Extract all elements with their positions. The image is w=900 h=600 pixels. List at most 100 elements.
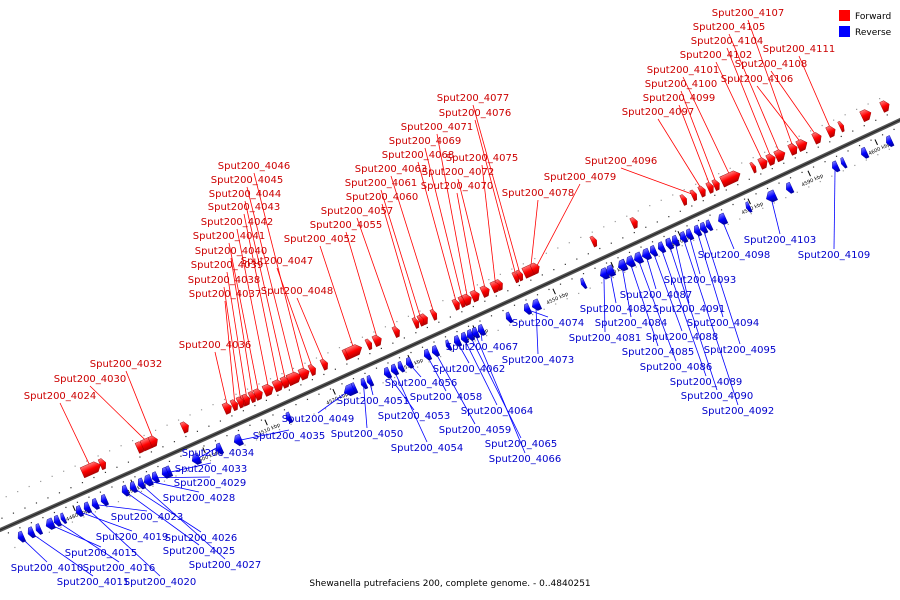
reverse-gene-label[interactable]: Sput200_4035 xyxy=(253,431,326,442)
forward-gene-label[interactable]: Sput200_4060 xyxy=(346,192,419,203)
reverse-gene-label[interactable]: Sput200_4026 xyxy=(165,533,238,544)
reverse-gene-label[interactable]: Sput200_4023 xyxy=(111,512,184,523)
reverse-gene-label[interactable]: Sput200_4093 xyxy=(664,275,737,286)
reverse-gene-label[interactable]: Sput200_4074 xyxy=(512,318,585,329)
reverse-gene-label[interactable]: Sput200_4089 xyxy=(670,377,743,388)
reverse-gene-label[interactable]: Sput200_4016 xyxy=(83,563,156,574)
forward-gene-label[interactable]: Sput200_4068 xyxy=(382,150,455,161)
kbp-tick-mark xyxy=(552,288,556,295)
forward-gene-label[interactable]: Sput200_4108 xyxy=(735,59,808,70)
forward-gene-label[interactable]: Sput200_4101 xyxy=(647,65,720,76)
minor-tick xyxy=(231,415,233,417)
forward-gene-label[interactable]: Sput200_4105 xyxy=(693,22,766,33)
reverse-gene-label[interactable]: Sput200_4025 xyxy=(163,546,236,557)
forward-gene-label[interactable]: Sput200_4046 xyxy=(218,161,291,172)
forward-gene-label[interactable]: Sput200_4055 xyxy=(310,220,383,231)
forward-gene-label[interactable]: Sput200_4071 xyxy=(401,122,474,133)
forward-gene-label[interactable]: Sput200_4061 xyxy=(345,178,418,189)
reverse-gene-label[interactable]: Sput200_4033 xyxy=(175,464,248,475)
forward-gene-label[interactable]: Sput200_4100 xyxy=(645,79,718,90)
forward-gene-label[interactable]: Sput200_4057 xyxy=(321,206,394,217)
minor-tick xyxy=(628,251,631,254)
reverse-gene-label[interactable]: Sput200_4085 xyxy=(622,347,695,358)
reverse-gene-label[interactable]: Sput200_4066 xyxy=(489,454,562,465)
reverse-gene-label[interactable]: Sput200_4058 xyxy=(410,392,483,403)
forward-gene-label[interactable]: Sput200_4045 xyxy=(211,175,284,186)
forward-gene-label[interactable]: Sput200_4044 xyxy=(209,189,282,200)
reverse-gene-label[interactable]: Sput200_4091 xyxy=(653,304,726,315)
forward-gene-label[interactable]: Sput200_4099 xyxy=(643,93,716,104)
reverse-gene-label[interactable]: Sput200_4109 xyxy=(798,250,871,261)
reverse-gene-label[interactable]: Sput200_4034 xyxy=(182,448,255,459)
forward-gene-label[interactable]: Sput200_4106 xyxy=(721,74,794,85)
reverse-gene-label[interactable]: Sput200_4029 xyxy=(174,478,247,489)
minor-tick xyxy=(295,404,297,406)
reverse-gene-label[interactable]: Sput200_4082 xyxy=(580,304,653,315)
reverse-gene-label[interactable]: Sput200_4027 xyxy=(189,560,262,571)
forward-gene-label[interactable]: Sput200_4037 xyxy=(189,289,262,300)
forward-gene-label[interactable]: Sput200_4043 xyxy=(208,202,281,213)
reverse-gene-label[interactable]: Sput200_4059 xyxy=(439,425,512,436)
forward-gene-label[interactable]: Sput200_4039 xyxy=(191,260,264,271)
minor-tick xyxy=(417,366,419,368)
forward-gene-label[interactable]: Sput200_4042 xyxy=(201,217,274,228)
forward-gene-label[interactable]: Sput200_4078 xyxy=(502,188,575,199)
reverse-gene-label[interactable]: Sput200_4088 xyxy=(646,332,719,343)
forward-gene-label[interactable]: Sput200_4070 xyxy=(421,181,494,192)
reverse-gene-label[interactable]: Sput200_4095 xyxy=(704,345,777,356)
reverse-gene-label[interactable]: Sput200_4084 xyxy=(595,318,668,329)
forward-gene-label[interactable]: Sput200_4069 xyxy=(389,136,462,147)
forward-gene-label[interactable]: Sput200_4079 xyxy=(544,172,617,183)
reverse-gene-label[interactable]: Sput200_4053 xyxy=(378,411,451,422)
reverse-leader-line xyxy=(86,507,161,577)
forward-gene-label[interactable]: Sput200_4036 xyxy=(179,340,252,351)
reverse-gene-label[interactable]: Sput200_4051 xyxy=(337,396,410,407)
reverse-gene-label[interactable]: Sput200_4019 xyxy=(96,532,169,543)
forward-gene-label[interactable]: Sput200_4102 xyxy=(680,50,753,61)
reverse-gene-label[interactable]: Sput200_4028 xyxy=(163,493,236,504)
forward-gene-label[interactable]: Sput200_4024 xyxy=(24,391,97,402)
forward-gene-label[interactable]: Sput200_4076 xyxy=(439,108,512,119)
reverse-gene-label[interactable]: Sput200_4064 xyxy=(461,406,534,417)
reverse-gene-label[interactable]: Sput200_4062 xyxy=(433,364,506,375)
forward-gene-label[interactable]: Sput200_4075 xyxy=(446,153,519,164)
reverse-gene-label[interactable]: Sput200_4081 xyxy=(569,333,642,344)
forward-gene-label[interactable]: Sput200_4052 xyxy=(284,234,357,245)
reverse-gene-label[interactable]: Sput200_4067 xyxy=(446,342,519,353)
minor-tick xyxy=(116,466,118,468)
forward-gene-label[interactable]: Sput200_4077 xyxy=(437,93,510,104)
forward-gene-label[interactable]: Sput200_4041 xyxy=(193,231,266,242)
reverse-gene-label[interactable]: Sput200_4011 xyxy=(57,577,130,588)
reverse-gene-label[interactable]: Sput200_4010 xyxy=(11,563,84,574)
forward-gene-label[interactable]: Sput200_4097 xyxy=(622,107,695,118)
forward-gene-label[interactable]: Sput200_4032 xyxy=(90,359,163,370)
forward-gene-label[interactable]: Sput200_4047 xyxy=(241,256,314,267)
reverse-gene-label[interactable]: Sput200_4073 xyxy=(502,355,575,366)
reverse-gene-label[interactable]: Sput200_4103 xyxy=(744,235,817,246)
forward-gene-label[interactable]: Sput200_4072 xyxy=(422,167,495,178)
forward-gene-label[interactable]: Sput200_4038 xyxy=(188,275,261,286)
reverse-gene-label[interactable]: Sput200_4090 xyxy=(681,391,754,402)
reverse-gene-label[interactable]: Sput200_4020 xyxy=(124,577,197,588)
forward-gene-label[interactable]: Sput200_4030 xyxy=(54,374,127,385)
forward-gene-label[interactable]: Sput200_4104 xyxy=(691,36,764,47)
forward-gene-label[interactable]: Sput200_4111 xyxy=(763,44,836,55)
forward-gene-label[interactable]: Sput200_4048 xyxy=(261,286,334,297)
forward-gene-label[interactable]: Sput200_4040 xyxy=(195,246,268,257)
reverse-gene-label[interactable]: Sput200_4098 xyxy=(698,250,771,261)
forward-gene-label[interactable]: Sput200_4096 xyxy=(585,156,658,167)
reverse-gene-label[interactable]: Sput200_4087 xyxy=(620,290,693,301)
forward-gene-label[interactable]: Sput200_4107 xyxy=(712,8,785,19)
minor-tick xyxy=(329,388,332,390)
minor-tick xyxy=(94,511,97,513)
reverse-gene-label[interactable]: Sput200_4094 xyxy=(687,318,760,329)
reverse-gene-label[interactable]: Sput200_4049 xyxy=(282,414,355,425)
reverse-gene-label[interactable]: Sput200_4056 xyxy=(385,378,458,389)
reverse-gene-label[interactable]: Sput200_4065 xyxy=(485,439,558,450)
reverse-gene-label[interactable]: Sput200_4015 xyxy=(65,548,138,559)
reverse-gene-label[interactable]: Sput200_4050 xyxy=(331,429,404,440)
reverse-gene-label[interactable]: Sput200_4054 xyxy=(391,443,464,454)
forward-gene-label[interactable]: Sput200_4063 xyxy=(355,164,428,175)
reverse-gene-label[interactable]: Sput200_4092 xyxy=(702,406,775,417)
reverse-gene-label[interactable]: Sput200_4086 xyxy=(640,362,713,373)
